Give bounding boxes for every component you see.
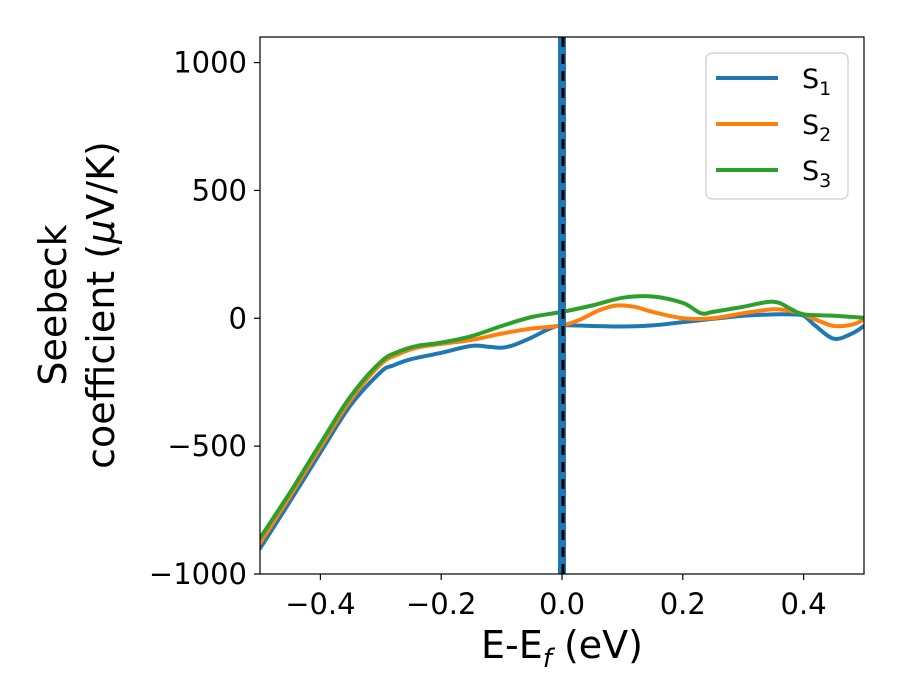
legend-label-s1: S1	[802, 64, 831, 100]
x-tick-label: −0.4	[285, 587, 355, 621]
y-tick-label: 1000	[173, 46, 247, 80]
legend-label-s3: S3	[802, 156, 831, 192]
x-axis-label: E-Ef (eV)	[481, 623, 643, 674]
y-tick-label: −500	[167, 429, 247, 463]
x-tick-label: 0.0	[539, 587, 585, 621]
x-tick-label: 0.4	[781, 587, 827, 621]
fermi-level-line	[558, 37, 566, 574]
y-axis-ticks: −1000 −500 0 500 1000	[149, 46, 260, 591]
x-tick-label: −0.2	[406, 587, 476, 621]
y-tick-label: 500	[192, 173, 247, 207]
y-tick-label: −1000	[149, 557, 247, 591]
y-tick-label: 0	[229, 301, 247, 335]
legend-label-s2: S2	[802, 110, 831, 146]
x-tick-label: 0.2	[660, 587, 706, 621]
y-axis-label-line2: coefficient (μV/K)	[79, 141, 123, 469]
series-layer	[260, 294, 864, 551]
y-axis-label-line1: Seebeck	[31, 224, 75, 385]
legend: S1 S2 S3	[705, 52, 849, 200]
x-axis-ticks: −0.4 −0.2 0.0 0.2 0.4	[285, 574, 827, 621]
series-line-s3	[260, 294, 864, 541]
